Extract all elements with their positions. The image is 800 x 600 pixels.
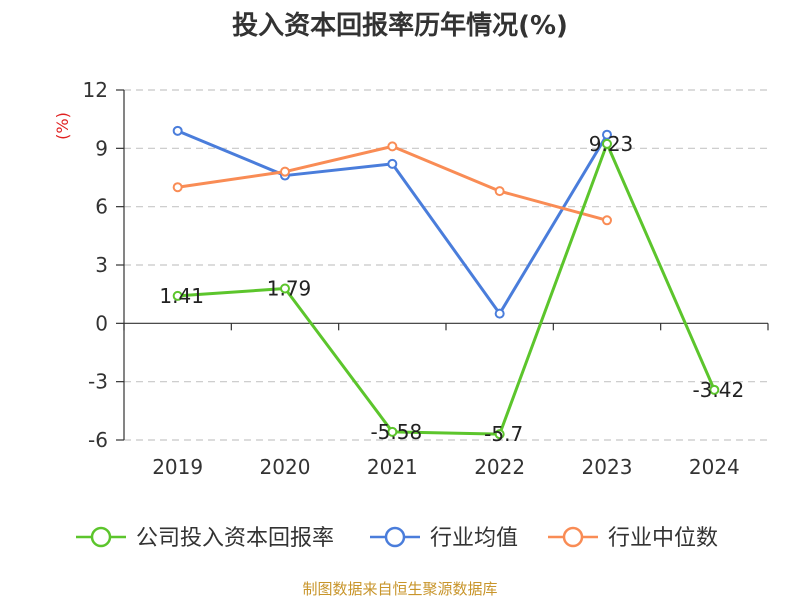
y-tick-label: 0 [95, 311, 108, 335]
series-point [280, 283, 290, 294]
series-point [387, 158, 398, 169]
data-labels: 1.41 1.79 -5.58 -5.7 9.23 -3.42 [159, 132, 744, 446]
y-tick-label: 12 [83, 78, 108, 102]
series-layer [172, 125, 720, 440]
x-tick-label: 2022 [474, 455, 525, 479]
series-point [602, 138, 612, 149]
x-tick-label: 2021 [367, 455, 418, 479]
series-point [387, 426, 398, 437]
series-point [602, 215, 612, 226]
y-axis-unit: (%) [53, 112, 72, 140]
axes [116, 89, 769, 441]
series-point [172, 182, 183, 193]
x-tick-labels: 2019 2020 2021 2022 2023 2024 [152, 455, 740, 479]
series-point [280, 166, 290, 177]
series-point [172, 125, 183, 136]
data-label: 1.79 [267, 277, 312, 301]
legend-marker [562, 526, 584, 548]
data-label: 1.41 [159, 284, 204, 308]
x-tick-label: 2023 [582, 455, 633, 479]
x-tick-label: 2020 [260, 455, 311, 479]
y-tick-label: -3 [88, 370, 108, 394]
series-point [494, 186, 505, 197]
legend-marker [384, 526, 406, 548]
source-note: 制图数据来自恒生聚源数据库 [302, 580, 497, 598]
series-line [177, 142, 716, 436]
series-point [709, 384, 720, 395]
data-label: -5.7 [484, 422, 523, 446]
data-label: -3.42 [692, 378, 744, 402]
legend-label: 行业均值 [430, 526, 518, 551]
y-tick-label: 3 [95, 253, 108, 277]
legend-label: 行业中位数 [608, 526, 718, 551]
legend: 公司投入资本回报率 行业均值 行业中位数 [76, 526, 718, 551]
y-tick-label: 9 [95, 136, 108, 160]
series-point [387, 141, 398, 152]
chart-title: 投入资本回报率历年情况(%) [232, 10, 568, 41]
series-point [494, 429, 505, 440]
y-tick-label: 6 [95, 195, 108, 219]
y-tick-label: -6 [88, 428, 108, 452]
y-tick-labels: 12 9 6 3 0 -3 -6 [83, 78, 108, 452]
series-line [177, 129, 609, 316]
series-point [602, 129, 612, 140]
data-label: -5.58 [370, 420, 422, 444]
data-label: 9.23 [589, 132, 634, 156]
legend-label: 公司投入资本回报率 [136, 526, 334, 551]
series-point [494, 308, 505, 319]
x-tick-label: 2019 [152, 455, 203, 479]
grid-lines [124, 89, 768, 441]
legend-marker [90, 526, 112, 548]
x-tick-label: 2024 [689, 455, 740, 479]
series-point [172, 290, 183, 301]
